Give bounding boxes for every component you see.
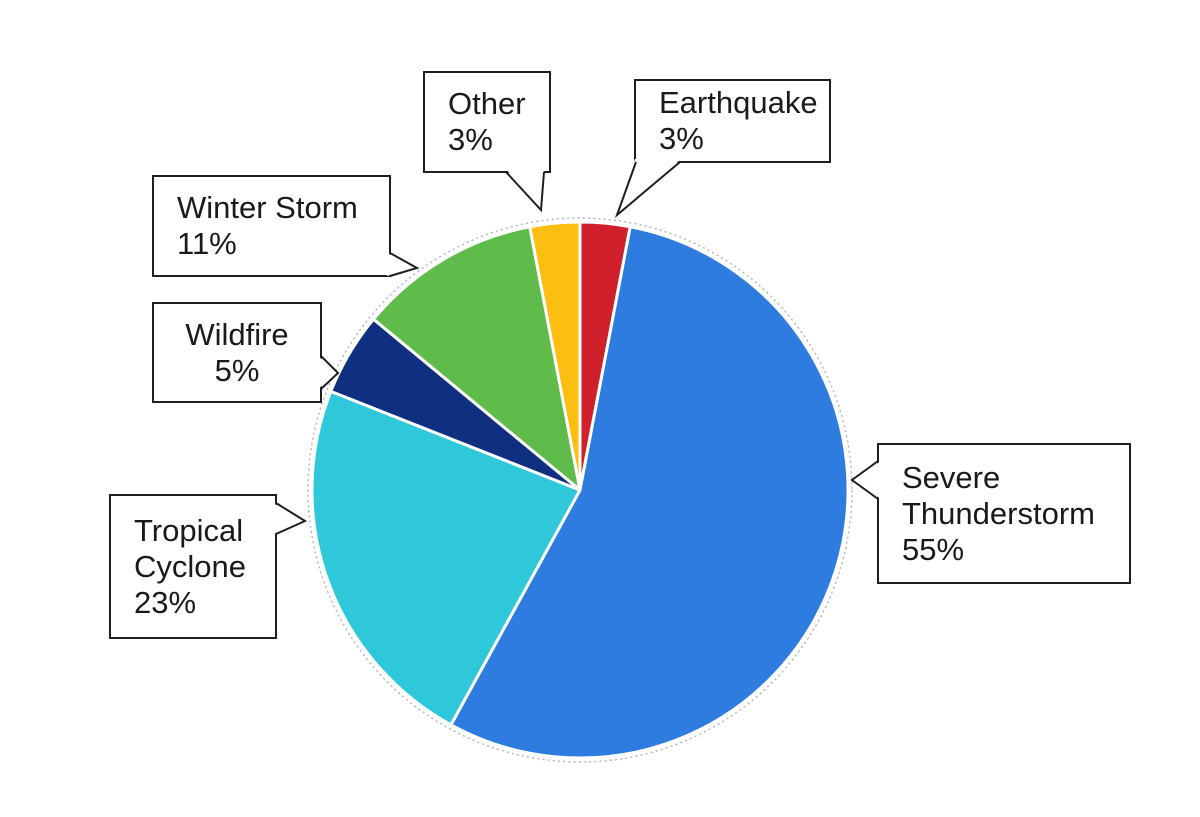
pie-slice-winter-storm [372, 225, 582, 492]
callout-label: Winter Storm [177, 190, 358, 225]
callout-other: Other 3% [423, 71, 551, 173]
callout-severe-thunderstorm: Severe Thunderstorm 55% [877, 443, 1131, 584]
callout-earthquake: Earthquake 3% [634, 79, 831, 163]
callout-percent: 3% [448, 122, 493, 157]
pie-slice-severe-thunderstorm [449, 225, 850, 760]
callout-label: Other [448, 86, 526, 121]
callout-percent: 3% [659, 121, 704, 156]
callout-label: Tropical Cyclone [134, 512, 246, 584]
pie-slice-other [528, 220, 582, 492]
callout-label: Earthquake [659, 85, 818, 120]
callout-percent: 11% [177, 226, 237, 261]
callout-winter-storm: Winter Storm 11% [152, 175, 391, 277]
callout-label: Severe Thunderstorm [902, 459, 1095, 531]
callout-percent: 5% [214, 352, 260, 388]
pie-slice-tropical-cyclone [310, 389, 582, 727]
callout-tropical-cyclone: Tropical Cyclone 23% [109, 494, 277, 639]
callout-percent: 55% [902, 531, 965, 567]
callout-label: Wildfire [185, 316, 289, 352]
callout-percent: 23% [134, 584, 197, 620]
callout-wildfire: Wildfire 5% [152, 302, 322, 403]
